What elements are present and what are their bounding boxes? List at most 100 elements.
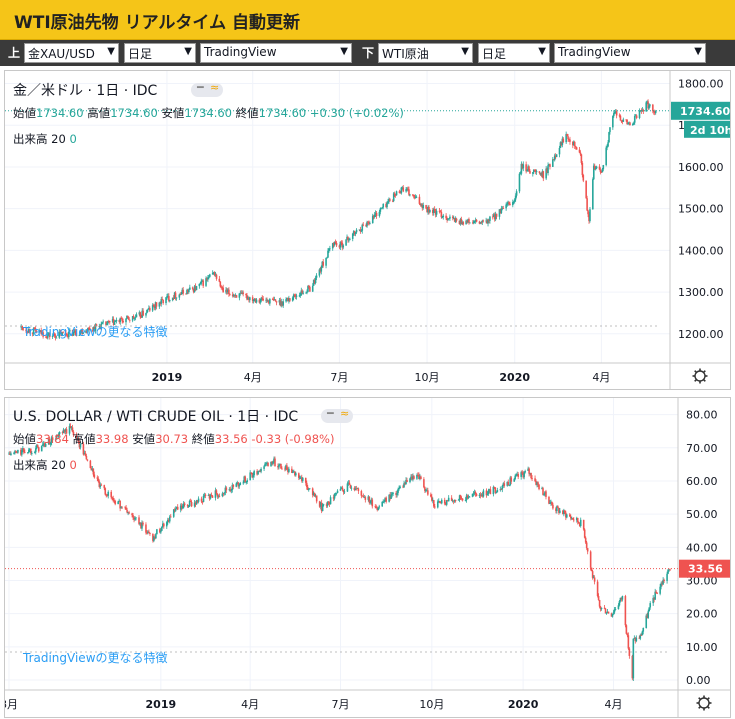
- oil-chart-canvas[interactable]: 0.00 10.00 20.00 30.00 40.00 50.00 60.00 70.00 8…: [5, 398, 730, 717]
- y-tick-label: 1400.00: [678, 244, 724, 257]
- candle-body: [369, 223, 371, 224]
- settings-gear-icon[interactable]: [696, 695, 712, 711]
- candle-body: [388, 199, 390, 202]
- candle-body: [444, 503, 447, 505]
- candle-body: [606, 146, 608, 148]
- candle-body: [549, 164, 551, 167]
- y-tick-label: 1800.00: [678, 78, 724, 91]
- candle-body: [505, 204, 507, 209]
- candle-body: [42, 332, 44, 337]
- candle-body: [509, 203, 511, 206]
- gear-tooth: [706, 705, 710, 709]
- candle-body: [385, 203, 387, 208]
- candle-body: [427, 490, 429, 495]
- candle-body: [406, 188, 408, 190]
- legend-toggle-pill[interactable]: ━ ≈: [191, 81, 223, 97]
- candle-body: [451, 216, 454, 219]
- candle-body: [479, 222, 482, 224]
- candle-body: [74, 330, 77, 335]
- lower-source-select[interactable]: TradingView ▼: [554, 43, 706, 63]
- candle-body: [278, 464, 280, 468]
- candle-body: [107, 320, 109, 324]
- candle-body: [520, 472, 522, 477]
- candle-body: [547, 165, 549, 174]
- candle-body: [133, 517, 135, 520]
- candle-body: [663, 579, 665, 581]
- candle-body: [162, 299, 164, 304]
- candle-body: [645, 615, 648, 629]
- candle-body: [574, 146, 577, 148]
- candle-body: [260, 468, 262, 472]
- gold-chart-panel[interactable]: 1200.001300.001400.001500.001600.001700.…: [4, 70, 731, 390]
- candle-body: [85, 455, 88, 460]
- candle-body: [93, 474, 96, 478]
- legend-toggle-pill[interactable]: ━ ≈: [321, 407, 353, 423]
- candle-body: [340, 241, 343, 243]
- candle-body: [284, 468, 286, 470]
- candle-body: [560, 142, 563, 146]
- candle-body: [528, 166, 530, 171]
- candle-body: [73, 330, 76, 333]
- candle-body: [315, 275, 318, 278]
- last-price-tag: 1734.60: [680, 105, 730, 118]
- candle-body: [273, 299, 276, 301]
- upper-source-select[interactable]: TradingView ▼: [200, 43, 352, 63]
- candle-body: [572, 519, 575, 521]
- candle-body: [326, 501, 329, 506]
- candle-body: [154, 302, 157, 309]
- candle-body: [366, 222, 368, 227]
- candle-body: [188, 289, 190, 293]
- candle-body: [43, 443, 46, 447]
- gold-chart-canvas[interactable]: 1200.001300.001400.001500.001600.001700.…: [5, 71, 730, 389]
- lower-symbol-select[interactable]: WTI原油 ▼: [378, 43, 473, 63]
- candle-body: [525, 164, 527, 172]
- candle-body: [125, 507, 127, 510]
- candle-body: [507, 202, 509, 205]
- candle-body: [231, 484, 234, 491]
- y-tick-label: 1200.00: [678, 328, 724, 341]
- candle-body: [246, 295, 248, 300]
- candle-body: [607, 142, 609, 147]
- settings-gear-icon[interactable]: [692, 368, 708, 384]
- candle-body: [334, 492, 337, 494]
- candle-body: [589, 209, 591, 221]
- candle-body: [564, 510, 566, 513]
- tradingview-watermark[interactable]: TradingViewの更なる特徴: [23, 325, 168, 339]
- candle-body: [205, 278, 207, 286]
- lower-interval-select[interactable]: 日足 ▼: [478, 43, 550, 63]
- candle-body: [222, 287, 224, 293]
- candle-body: [83, 453, 86, 455]
- candle-body: [230, 490, 233, 491]
- candle-body: [639, 635, 642, 639]
- upper-chart-label: 上: [8, 46, 21, 60]
- candle-body: [452, 500, 455, 502]
- candle-body: [501, 485, 504, 490]
- candle-body: [489, 216, 491, 221]
- candle-body: [295, 295, 298, 297]
- candle-body: [412, 194, 415, 197]
- candle-body: [132, 316, 135, 319]
- candle-body: [342, 245, 345, 248]
- upper-symbol-select[interactable]: 金XAU/USD ▼: [24, 43, 119, 63]
- candle-body: [219, 281, 222, 287]
- candle-body: [462, 222, 465, 225]
- candle-body: [465, 495, 468, 501]
- candle-body: [182, 289, 184, 294]
- candle-body: [604, 608, 607, 614]
- candle-body: [52, 333, 55, 336]
- candle-body: [422, 205, 425, 209]
- candle-body: [614, 111, 617, 113]
- oil-chart-panel[interactable]: 0.00 10.00 20.00 30.00 40.00 50.00 60.00 70.00 8…: [4, 397, 731, 718]
- candle-body: [358, 229, 361, 231]
- candle-body: [201, 501, 204, 503]
- candle-body: [349, 484, 352, 488]
- candle-body: [113, 500, 115, 502]
- candle-body: [536, 482, 538, 485]
- tradingview-watermark[interactable]: TradingViewの更なる特徴: [23, 651, 168, 665]
- upper-interval-select[interactable]: 日足 ▼: [124, 43, 196, 63]
- candle-body: [402, 187, 405, 192]
- candle-body: [124, 506, 126, 508]
- candle-body: [538, 484, 540, 490]
- candle-body: [537, 482, 539, 485]
- candle-body: [379, 208, 382, 212]
